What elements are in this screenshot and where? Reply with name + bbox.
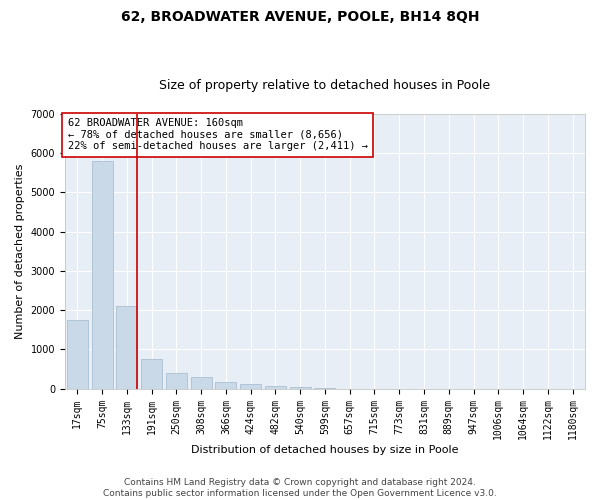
Text: 62 BROADWATER AVENUE: 160sqm
← 78% of detached houses are smaller (8,656)
22% of: 62 BROADWATER AVENUE: 160sqm ← 78% of de… xyxy=(68,118,368,152)
Bar xyxy=(92,161,113,388)
Bar xyxy=(67,320,88,388)
Bar xyxy=(116,306,137,388)
Text: 62, BROADWATER AVENUE, POOLE, BH14 8QH: 62, BROADWATER AVENUE, POOLE, BH14 8QH xyxy=(121,10,479,24)
Bar xyxy=(265,386,286,388)
X-axis label: Distribution of detached houses by size in Poole: Distribution of detached houses by size … xyxy=(191,445,459,455)
Bar xyxy=(191,377,212,388)
Bar xyxy=(290,387,311,388)
Bar xyxy=(141,359,162,388)
Title: Size of property relative to detached houses in Poole: Size of property relative to detached ho… xyxy=(160,79,491,92)
Bar xyxy=(215,382,236,388)
Bar xyxy=(240,384,261,388)
Text: Contains HM Land Registry data © Crown copyright and database right 2024.
Contai: Contains HM Land Registry data © Crown c… xyxy=(103,478,497,498)
Y-axis label: Number of detached properties: Number of detached properties xyxy=(15,164,25,339)
Bar xyxy=(166,374,187,388)
